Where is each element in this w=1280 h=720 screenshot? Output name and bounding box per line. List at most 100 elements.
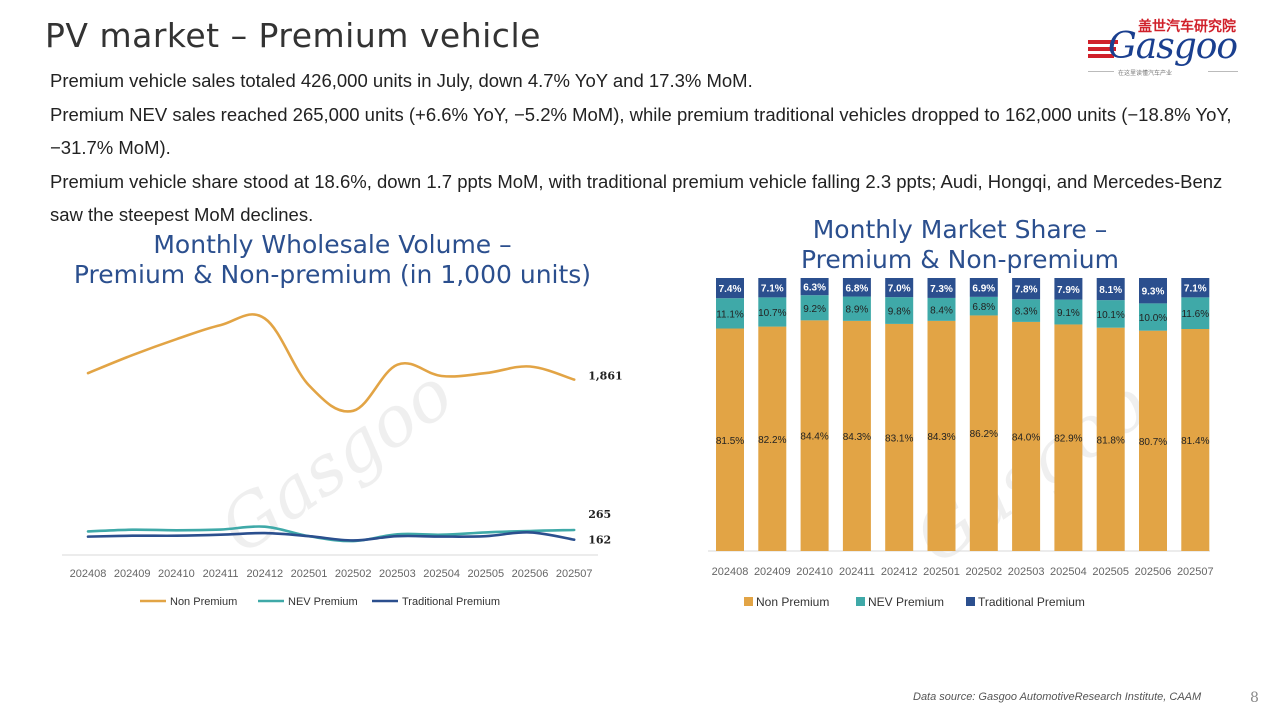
bar-data-label: 7.4% [719,284,742,295]
bar-legend-swatch [966,597,975,606]
bar-data-label: 83.1% [885,433,913,444]
bar-data-label: 10.1% [1097,310,1125,321]
bullet-1: Premium vehicle sales totaled 426,000 un… [50,70,753,91]
bar-data-label: 84.0% [1012,432,1040,443]
bar-data-label: 7.8% [1015,285,1038,296]
bar-segment-nev-premium [1054,299,1083,325]
bar-data-label: 7.0% [888,284,911,295]
line-chart-x-tick: 202502 [335,568,372,580]
bar-data-label: 81.8% [1097,435,1125,446]
page-number: 8 [1250,690,1259,706]
line-legend-label: NEV Premium [288,596,358,608]
bar-legend-label: Non Premium [756,595,829,609]
bullet-3: Premium vehicle share stood at 18.6%, do… [50,170,1223,226]
bar-segment-nev-premium [885,297,914,324]
bar-legend-label: Traditional Premium [978,595,1085,609]
bar-segment-traditional-premium [927,278,956,298]
bar-data-label: 9.3% [1142,287,1165,298]
bar-segment-nev-premium [1012,299,1041,322]
line-end-label: 265 [588,508,611,521]
bar-data-label: 82.9% [1054,434,1082,445]
bar-data-label: 8.3% [1015,307,1038,318]
bar-segment-non-premium [800,320,829,551]
bar-segment-non-premium [1139,330,1167,551]
logo-cn-text: 盖世汽车研究院 [1138,19,1236,35]
bar-data-label: 6.8% [972,302,995,313]
bar-chart-x-tick: 202410 [796,566,833,578]
line-series-non-premium [86,313,576,413]
bar-data-label: 86.2% [970,429,998,440]
line-chart-x-tick: 202408 [70,568,107,580]
bar-segment-non-premium [842,320,871,551]
bar-chart-x-tick: 202409 [754,566,791,578]
bar-segment-traditional-premium [1096,278,1125,301]
bar-chart-x-tick: 202412 [881,566,918,578]
bar-chart-x-tick: 202411 [839,566,875,578]
line-chart-x-tick: 202501 [291,568,328,580]
bar-segment-nev-premium [1139,303,1167,331]
bar-segment-non-premium [758,326,787,551]
bar-segment-nev-premium [800,295,829,321]
bar-data-label: 10.7% [758,308,786,319]
bar-segment-nev-premium [842,296,871,321]
bar-segment-nev-premium [969,296,998,316]
bar-segment-traditional-premium [1012,278,1041,300]
line-chart-x-tick: 202409 [114,568,151,580]
bar-data-label: 9.1% [1057,308,1080,319]
page-title: PV market – Premium vehicle [45,16,541,55]
bar-data-label: 6.8% [846,283,869,294]
bar-segment-traditional-premium [716,278,744,299]
bar-segment-traditional-premium [885,278,914,298]
bar-chart-x-tick: 202501 [923,566,960,578]
bar-segment-non-premium [1096,327,1125,551]
bar-segment-nev-premium [927,297,956,321]
bar-data-label: 9.8% [888,307,911,318]
bar-data-label: 11.1% [716,309,744,320]
bar-chart-x-tick: 202506 [1135,566,1172,578]
bar-segment-traditional-premium [969,278,998,297]
bullet-2: Premium NEV sales reached 265,000 units … [50,103,1232,159]
summary-bullets: Premium vehicle sales totaled 426,000 un… [50,64,1260,232]
bar-data-label: 6.3% [803,283,826,294]
bar-chart-x-tick: 202408 [712,566,749,578]
bar-data-label: 84.3% [843,432,871,443]
line-series-traditional-premium [86,531,576,542]
bar-segment-traditional-premium [1054,278,1083,300]
line-chart-x-tick: 202503 [379,568,416,580]
bar-legend-swatch [744,597,753,606]
bar-chart-x-tick: 202503 [1008,566,1045,578]
bar-data-label: 8.1% [1099,285,1122,296]
bar-data-label: 84.3% [927,432,955,443]
bar-data-label: 7.1% [761,284,784,295]
bar-segment-traditional-premium [758,278,787,298]
logo-divider-left [1088,71,1114,72]
logo-divider-right [1208,71,1238,72]
bar-data-label: 6.9% [972,283,995,294]
bar-segment-non-premium [1054,324,1083,551]
line-chart-x-tick: 202410 [158,568,195,580]
bar-data-label: 7.1% [1184,284,1207,295]
bar-data-label: 7.9% [1057,285,1080,296]
line-legend-label: Traditional Premium [402,596,500,608]
bar-data-label: 82.2% [758,435,786,446]
bar-data-label: 10.0% [1139,313,1167,324]
bar-segment-traditional-premium [842,278,871,297]
line-legend-label: Non Premium [170,596,237,608]
bar-data-label: 9.2% [803,304,826,315]
line-end-label: 162 [588,534,611,547]
bar-chart-x-tick: 202507 [1177,566,1214,578]
bar-segment-nev-premium [758,297,787,327]
line-chart-x-tick: 202506 [512,568,549,580]
bar-segment-non-premium [927,320,956,551]
bar-chart-x-tick: 202505 [1092,566,1129,578]
logo-tagline: 在这里读懂汽车产业 [1118,70,1173,77]
line-chart-x-tick: 202505 [467,568,504,580]
bar-chart-x-tick: 202504 [1050,566,1087,578]
bar-segment-nev-premium [1096,300,1125,328]
bar-data-label: 84.4% [800,432,828,443]
bar-data-label: 11.6% [1181,309,1209,320]
bar-segment-non-premium [969,315,998,551]
line-chart-title: Monthly Wholesale Volume – Premium & Non… [73,230,592,289]
bar-data-label: 81.5% [716,436,744,447]
